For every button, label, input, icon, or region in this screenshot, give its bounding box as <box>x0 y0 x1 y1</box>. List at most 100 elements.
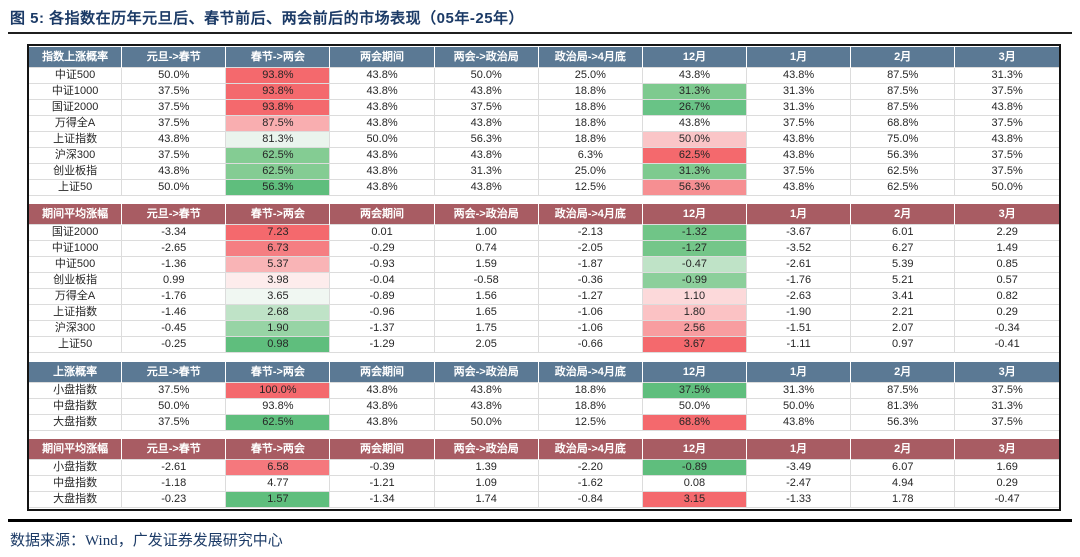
value-cell: 0.29 <box>954 474 1059 492</box>
value-cell: 93.8% <box>225 67 331 84</box>
value-cell: 18.8% <box>537 381 643 399</box>
column-header: 1月 <box>746 361 851 383</box>
value-cell: -0.45 <box>121 320 227 338</box>
value-cell: 12.5% <box>537 179 643 196</box>
value-cell: 6.07 <box>850 458 956 476</box>
column-header: 政治局->4月底 <box>537 204 643 225</box>
value-cell: 43.8% <box>746 131 852 148</box>
value-cell: 37.5% <box>121 115 227 132</box>
value-cell: 0.99 <box>121 272 227 290</box>
value-cell: 37.5% <box>954 115 1059 132</box>
row-label: 万得全A <box>29 288 123 306</box>
value-cell: 2.21 <box>850 304 956 322</box>
table-row: 中盘指数 50.0% 93.8% 43.8% 43.8% 18.8% 50.0% 50.0% 8… <box>29 397 1059 415</box>
value-cell: 75.0% <box>850 131 956 148</box>
value-cell: -1.76 <box>746 272 852 290</box>
value-cell: -1.27 <box>641 240 748 258</box>
row-label: 上证指数 <box>29 304 123 322</box>
table-row: 创业板指 43.8% 62.5% 43.8% 31.3% 25.0% 31.3% 37.5% 6… <box>29 163 1059 180</box>
value-cell: 31.3% <box>641 83 748 100</box>
value-cell: 31.3% <box>433 163 539 180</box>
column-header: 两会->政治局 <box>433 438 539 460</box>
value-cell: 6.3% <box>537 147 643 164</box>
value-cell: 4.77 <box>225 474 331 492</box>
table-row: 创业板指 0.99 3.98 -0.04 -0.58 -0.36 -0.99 -1.76 5.2… <box>29 272 1059 290</box>
value-cell: 3.41 <box>850 288 956 306</box>
table-row: 小盘指数 -2.61 6.58 -0.39 1.39 -2.20 -0.89 -3.49 6.0… <box>29 458 1059 476</box>
table-row: 万得全A -1.76 3.65 -0.89 1.56 -1.27 1.10 -2.63 3.41… <box>29 288 1059 306</box>
value-cell: -0.34 <box>954 320 1059 338</box>
value-cell: 43.8% <box>329 99 435 116</box>
value-cell: 43.8% <box>746 147 852 164</box>
value-cell: 100.0% <box>225 381 331 399</box>
column-header: 1月 <box>746 438 851 460</box>
value-cell: -2.13 <box>537 224 643 242</box>
value-cell: 0.74 <box>433 240 539 258</box>
table-header-row: 指数上涨概率 元旦->春节 春节->两会 两会期间 两会->政治局 政治局->4月底 12月… <box>29 47 1059 68</box>
value-cell: 6.27 <box>850 240 956 258</box>
table-row: 沪深300 -0.45 1.90 -1.37 1.75 -1.06 2.56 -1.51 2.0… <box>29 320 1059 338</box>
column-header: 两会期间 <box>329 361 435 383</box>
column-header: 政治局->4月底 <box>537 47 643 68</box>
value-cell: 62.5% <box>850 179 956 196</box>
value-cell: -3.52 <box>746 240 852 258</box>
value-cell: 50.0% <box>641 397 748 415</box>
value-cell: 43.8% <box>121 131 227 148</box>
value-cell: -0.47 <box>641 256 748 274</box>
value-cell: 5.37 <box>225 256 331 274</box>
value-cell: 2.56 <box>641 320 748 338</box>
value-cell: 37.5% <box>954 413 1059 431</box>
value-cell: 6.73 <box>225 240 331 258</box>
value-cell: 3.15 <box>641 490 748 508</box>
value-cell: 37.5% <box>954 163 1059 180</box>
value-cell: 56.3% <box>641 179 748 196</box>
value-cell: 50.0% <box>433 67 539 84</box>
value-cell: -1.46 <box>121 304 227 322</box>
value-cell: 43.8% <box>433 397 539 415</box>
column-header: 元旦->春节 <box>121 438 226 460</box>
row-label: 沪深300 <box>29 147 123 164</box>
value-cell: 43.8% <box>329 115 435 132</box>
value-cell: 50.0% <box>329 131 435 148</box>
value-cell: 18.8% <box>537 99 643 116</box>
value-cell: 31.3% <box>954 397 1059 415</box>
value-cell: 1.00 <box>433 224 539 242</box>
table-header-row: 期间平均涨幅 元旦->春节 春节->两会 两会期间 两会->政治局 政治局->4月底 12月… <box>29 204 1059 225</box>
value-cell: 2.07 <box>850 320 956 338</box>
table-row: 上证50 50.0% 56.3% 43.8% 43.8% 12.5% 56.3% 43.8% 6… <box>29 179 1059 196</box>
table-row: 上证指数 43.8% 81.3% 50.0% 56.3% 18.8% 50.0% 43.8% 7… <box>29 131 1059 148</box>
row-label: 中证500 <box>29 67 123 84</box>
value-cell: -1.06 <box>537 304 643 322</box>
value-cell: 93.8% <box>225 99 331 116</box>
value-cell: 50.0% <box>121 179 227 196</box>
report-table: 上涨概率 元旦->春节 春节->两会 两会期间 两会->政治局 政治局->4月底 12月 1月… <box>29 361 1059 431</box>
table-row: 中证1000 37.5% 93.8% 43.8% 43.8% 18.8% 31.3% 31.3… <box>29 83 1059 100</box>
footer-divider <box>8 519 1072 522</box>
value-cell: 50.0% <box>121 67 227 84</box>
value-cell: -2.61 <box>121 458 227 476</box>
table-row: 小盘指数 37.5% 100.0% 43.8% 43.8% 18.8% 37.5% 31.3%… <box>29 381 1059 399</box>
value-cell: 7.23 <box>225 224 331 242</box>
value-cell: 1.59 <box>433 256 539 274</box>
row-label: 沪深300 <box>29 320 123 338</box>
table-title-cell: 期间平均涨幅 <box>29 204 122 225</box>
table-row: 上证指数 -1.46 2.68 -0.96 1.65 -1.06 1.80 -1.90 2.21… <box>29 304 1059 322</box>
table-title-cell: 期间平均涨幅 <box>29 438 122 460</box>
table-row: 大盘指数 -0.23 1.57 -1.34 1.74 -0.84 3.15 -1.33 1.78… <box>29 490 1059 508</box>
value-cell: -1.27 <box>537 288 643 306</box>
value-cell: 31.3% <box>746 83 852 100</box>
value-cell: -0.99 <box>641 272 748 290</box>
value-cell: 5.39 <box>850 256 956 274</box>
row-label: 上证50 <box>29 336 123 354</box>
value-cell: -1.34 <box>329 490 435 508</box>
value-cell: -2.20 <box>537 458 643 476</box>
value-cell: 50.0% <box>433 413 539 431</box>
value-cell: -0.66 <box>537 336 643 354</box>
value-cell: 37.5% <box>641 381 748 399</box>
value-cell: 31.3% <box>746 381 852 399</box>
value-cell: 56.3% <box>225 179 331 196</box>
value-cell: 1.75 <box>433 320 539 338</box>
value-cell: 50.0% <box>746 397 852 415</box>
value-cell: 56.3% <box>850 147 956 164</box>
value-cell: -0.96 <box>329 304 435 322</box>
